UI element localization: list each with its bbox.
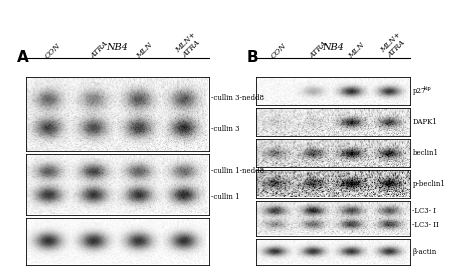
Text: MLN: MLN: [135, 41, 154, 61]
Text: p27: p27: [412, 87, 426, 95]
Text: MLN+
ATRA: MLN+ ATRA: [173, 30, 204, 61]
Text: A: A: [17, 50, 28, 65]
Text: -cullin 1: -cullin 1: [211, 193, 239, 201]
Text: B: B: [246, 50, 258, 65]
Text: -cullin 1-nedd8: -cullin 1-nedd8: [211, 167, 264, 175]
Text: CON: CON: [270, 42, 289, 61]
Text: -cullin 3-nedd8: -cullin 3-nedd8: [211, 94, 264, 102]
Text: β-actin: β-actin: [412, 248, 437, 256]
Text: p-beclin1: p-beclin1: [412, 180, 445, 188]
Text: ATRA: ATRA: [308, 40, 329, 61]
Text: NB4: NB4: [322, 43, 344, 52]
Text: DAPK1: DAPK1: [412, 118, 437, 126]
Text: -cullin 3: -cullin 3: [211, 125, 239, 133]
Text: MLN+
ATRA: MLN+ ATRA: [379, 30, 409, 61]
Text: beclin1: beclin1: [412, 149, 438, 157]
Text: NB4: NB4: [106, 43, 128, 52]
Text: -LC3- II: -LC3- II: [412, 221, 439, 229]
Text: CON: CON: [43, 42, 62, 61]
Text: MLN: MLN: [346, 41, 366, 61]
Text: -LC3- I: -LC3- I: [412, 206, 437, 214]
Text: ATRA: ATRA: [89, 40, 109, 61]
Text: kip: kip: [424, 86, 432, 91]
